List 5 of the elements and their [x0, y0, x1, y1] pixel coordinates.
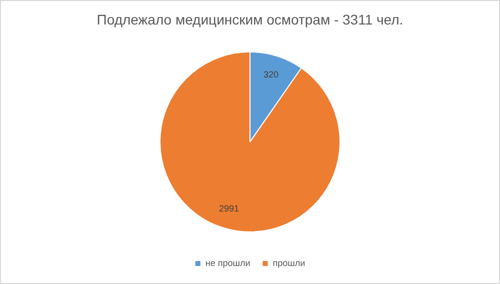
data-label: 320 — [263, 69, 279, 80]
chart-title: Подлежало медицинским осмотрам - 3311 чел. — [96, 11, 404, 28]
legend-label: прошли — [272, 258, 306, 268]
data-label: 2991 — [218, 203, 240, 214]
legend-label: не прошли — [205, 258, 250, 268]
